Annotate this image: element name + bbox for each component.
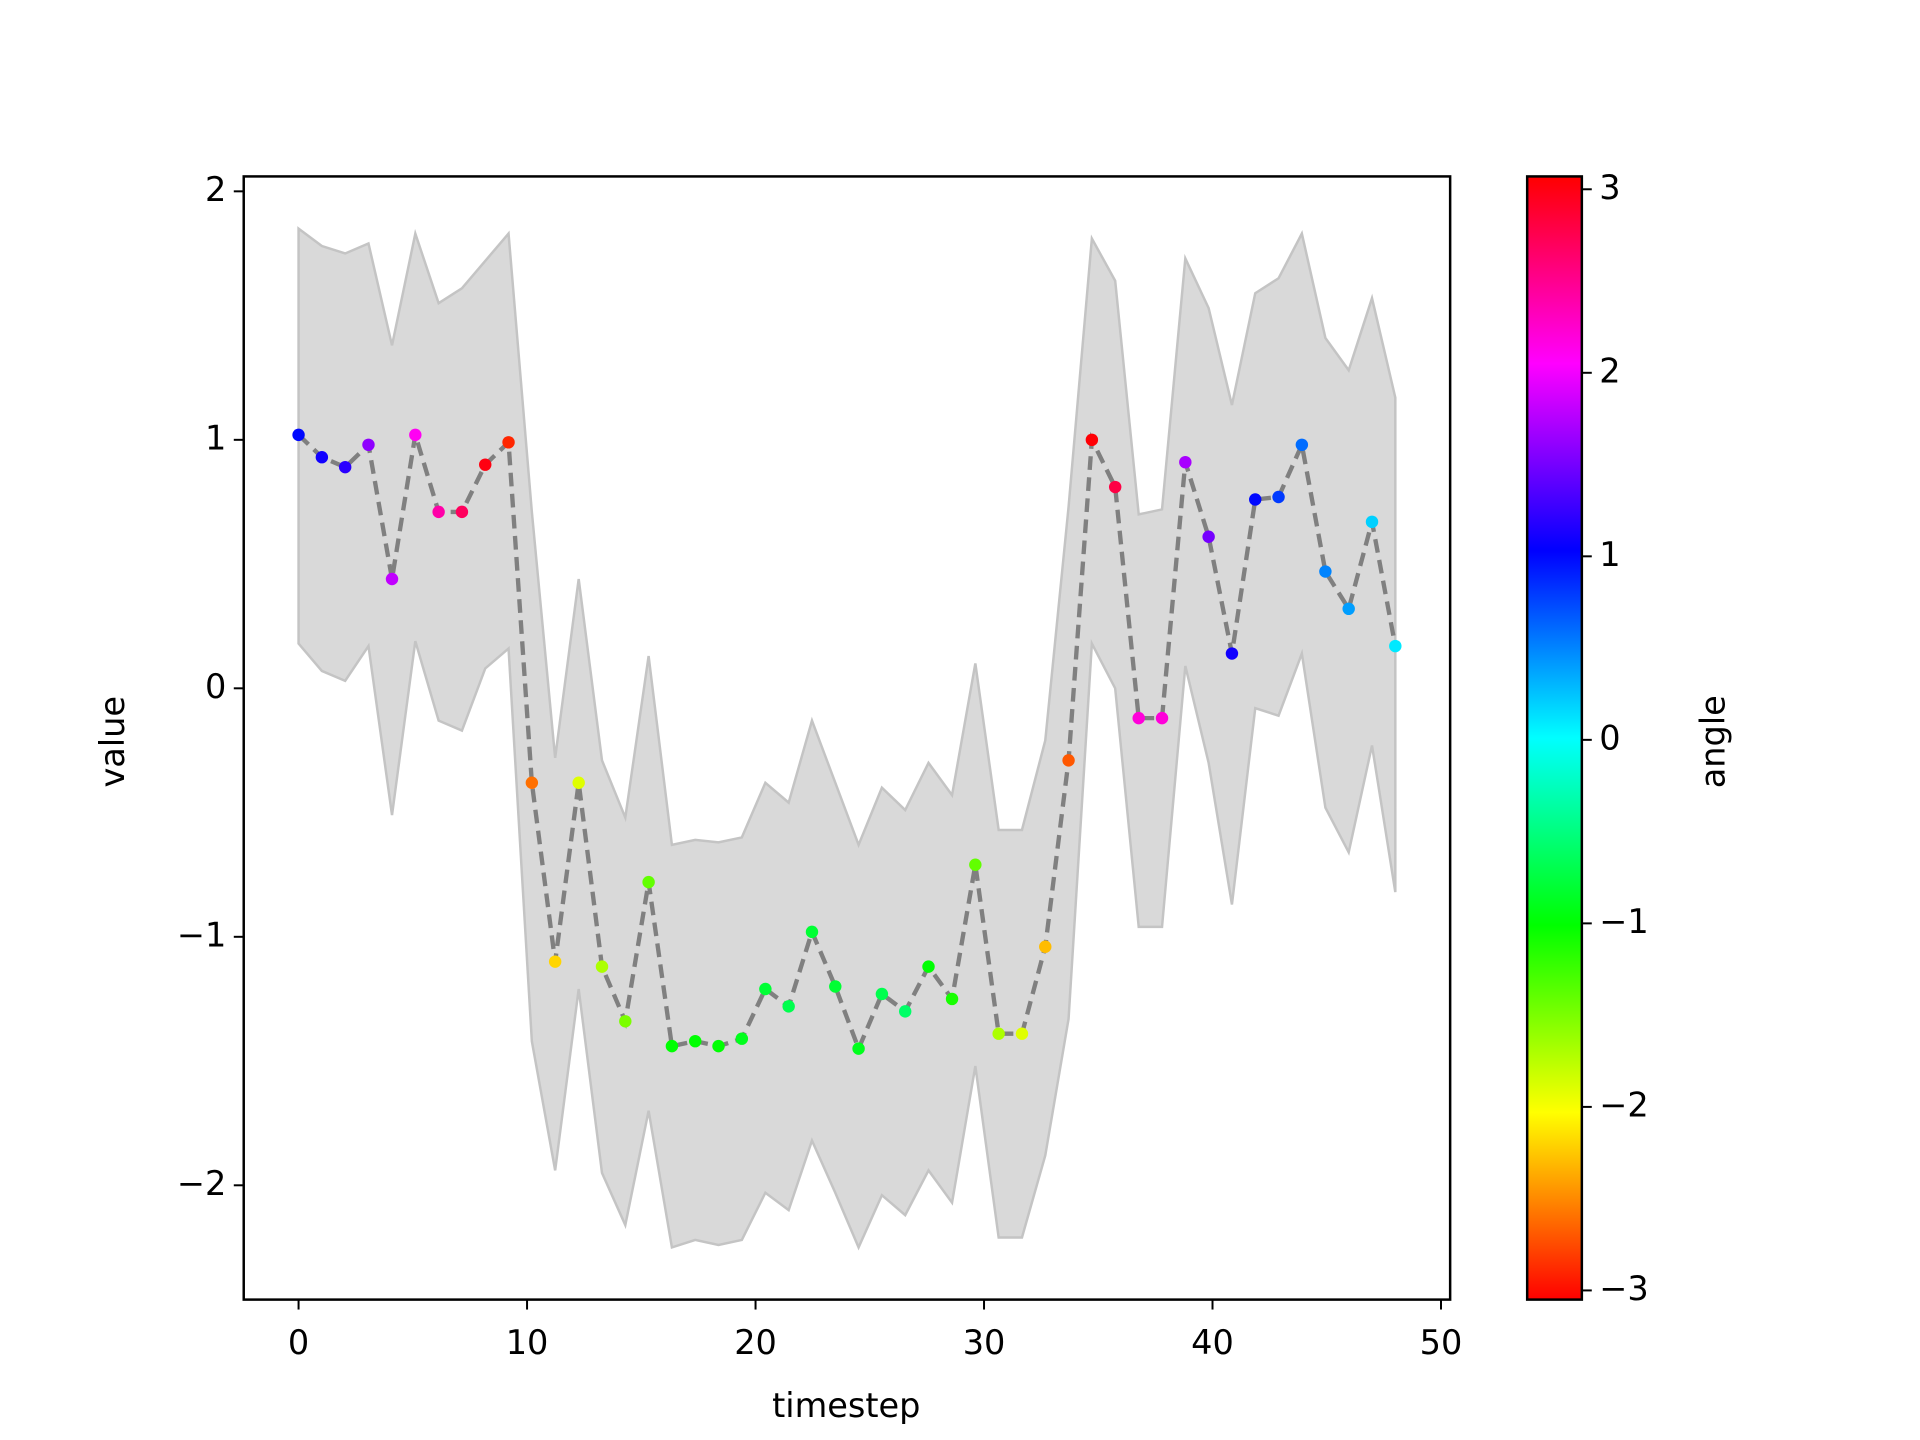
data-point — [1179, 455, 1192, 469]
y-tick-label: 2 — [205, 170, 226, 209]
data-point — [805, 925, 819, 939]
data-point — [782, 1000, 795, 1013]
data-point — [432, 505, 445, 519]
data-point — [875, 987, 889, 1001]
colorbar-tick-label: 0 — [1599, 718, 1620, 757]
data-point — [1225, 647, 1239, 660]
data-point — [1039, 940, 1052, 953]
x-tick-label: 30 — [963, 1323, 1006, 1362]
data-point — [385, 572, 399, 586]
data-point — [1389, 639, 1402, 653]
data-point — [898, 1005, 912, 1018]
colorbar-tick-label: −2 — [1599, 1085, 1648, 1124]
data-point — [665, 1039, 679, 1053]
data-point — [315, 451, 329, 464]
data-point — [1108, 480, 1122, 494]
data-point — [525, 776, 539, 789]
data-point — [1085, 433, 1099, 447]
data-point — [595, 960, 609, 973]
colorbar-tick-label: −1 — [1599, 902, 1648, 941]
y-tick-label: −2 — [177, 1164, 226, 1203]
colorbar-label: angle — [1693, 695, 1732, 788]
x-tick-label: 40 — [1191, 1323, 1234, 1362]
colorbar-tick-label: 1 — [1599, 535, 1620, 574]
x-tick-label: 10 — [506, 1323, 549, 1362]
data-point — [572, 776, 585, 789]
data-point — [945, 992, 959, 1006]
confidence-band — [297, 226, 1397, 1251]
y-tick-label: −1 — [177, 915, 226, 954]
colorbar — [1525, 175, 1584, 1301]
data-point — [642, 875, 655, 889]
y-tick-label: 0 — [205, 667, 226, 706]
data-point — [1015, 1027, 1029, 1040]
data-point — [479, 458, 492, 471]
x-tick-label: 50 — [1420, 1323, 1463, 1362]
data-point — [1249, 493, 1262, 506]
data-point — [1342, 602, 1355, 616]
y-tick-label: 1 — [205, 418, 226, 457]
plot-frame — [242, 175, 1452, 1301]
colorbar-tick-label: 3 — [1599, 168, 1620, 207]
data-point — [689, 1034, 702, 1048]
data-point — [1319, 565, 1332, 578]
data-point — [502, 436, 515, 449]
colorbar-tick-label: −3 — [1599, 1269, 1648, 1308]
data-point — [1132, 711, 1145, 725]
data-point — [735, 1032, 749, 1045]
data-point — [362, 438, 375, 452]
data-point — [1155, 711, 1169, 725]
data-point — [338, 460, 352, 474]
data-point — [455, 505, 469, 519]
colorbar-tick-label: 2 — [1599, 351, 1620, 390]
x-tick-label: 0 — [288, 1323, 309, 1362]
data-point — [922, 960, 935, 973]
data-point — [1365, 515, 1379, 529]
data-point — [829, 980, 842, 993]
data-point — [548, 955, 562, 968]
x-tick-label: 20 — [734, 1323, 777, 1362]
data-point — [1272, 490, 1285, 504]
data-point — [992, 1027, 1005, 1040]
data-point — [712, 1039, 725, 1053]
data-point — [1202, 530, 1215, 543]
data-point — [409, 428, 422, 442]
data-point — [619, 1015, 632, 1028]
data-point — [1295, 438, 1309, 452]
data-point — [292, 428, 305, 442]
data-point — [1062, 754, 1075, 767]
data-point — [852, 1042, 865, 1055]
y-axis-label: value — [93, 696, 132, 788]
data-point — [759, 982, 772, 996]
x-axis-label: timestep — [772, 1386, 920, 1425]
data-point — [969, 858, 982, 871]
data-line — [297, 431, 1398, 1055]
